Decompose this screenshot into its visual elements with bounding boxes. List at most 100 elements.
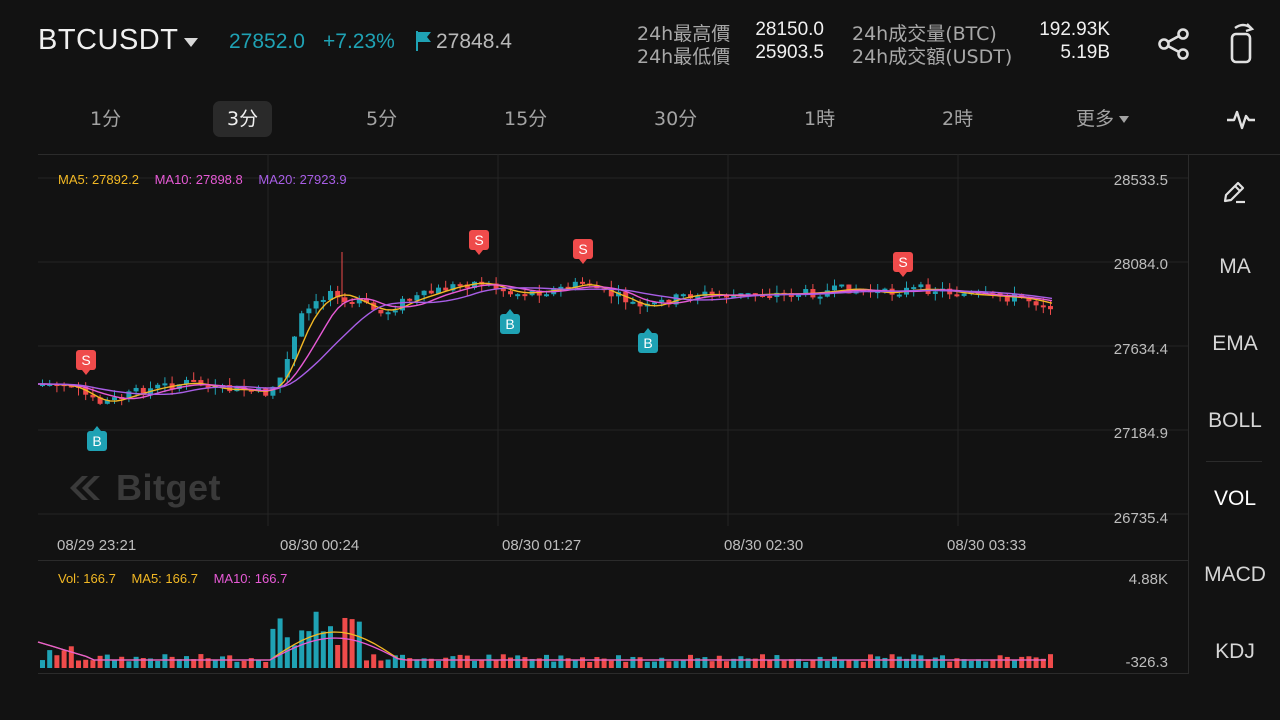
tab-1h[interactable]: 1時 xyxy=(804,108,836,130)
volume-bar xyxy=(572,660,578,668)
tab-5m[interactable]: 5分 xyxy=(366,108,398,130)
price-axis-label: 27184.9 xyxy=(1113,425,1168,442)
indicator-ma[interactable]: MA xyxy=(1219,255,1251,278)
tab-1m[interactable]: 1分 xyxy=(90,108,122,130)
marker-box xyxy=(500,314,520,334)
volume-bar xyxy=(954,658,960,668)
volume-bar xyxy=(817,656,823,668)
volume-bar xyxy=(1048,654,1053,668)
candle xyxy=(443,287,449,291)
volume-bar xyxy=(522,657,528,668)
high-24h-value: 28150.0 xyxy=(755,19,824,40)
marker-label: B xyxy=(505,316,514,332)
tab-2h[interactable]: 2時 xyxy=(942,108,974,130)
sell-marker[interactable]: S xyxy=(893,252,913,277)
volume-bar xyxy=(1040,658,1046,668)
candle xyxy=(450,284,456,291)
marker-label: S xyxy=(474,232,483,248)
marker-pointer xyxy=(475,250,483,255)
marker-pointer xyxy=(82,370,90,375)
mark-price: 27848.4 xyxy=(436,30,512,53)
volume-bar xyxy=(716,655,722,668)
volume-bar xyxy=(140,658,146,668)
volume-bar xyxy=(234,661,240,668)
volume-bar xyxy=(464,655,470,668)
sell-marker[interactable]: S xyxy=(469,230,489,255)
price-axis-label: 28533.5 xyxy=(1113,172,1168,189)
candle xyxy=(817,296,823,299)
pulse-icon[interactable] xyxy=(1226,106,1256,132)
watermark-text: Bitget xyxy=(116,467,221,508)
volume-bar xyxy=(61,650,67,668)
candle xyxy=(126,391,132,399)
timeframe-tabs: 1分 3分 5分 15分 30分 1時 2時 更多 xyxy=(0,98,1280,142)
candle xyxy=(378,309,384,314)
volume-bar xyxy=(990,659,996,668)
buy-marker[interactable]: B xyxy=(638,328,658,353)
share-icon[interactable] xyxy=(1156,26,1192,62)
tab-15m[interactable]: 15分 xyxy=(504,108,548,130)
candle xyxy=(1012,293,1017,302)
bitget-watermark: Bitget xyxy=(66,466,221,510)
volume-bar xyxy=(544,654,549,668)
volume-bar xyxy=(407,658,413,668)
volume-bar xyxy=(601,658,607,668)
volume-bar xyxy=(695,658,701,668)
indicator-macd[interactable]: MACD xyxy=(1204,563,1266,586)
volume-bar xyxy=(256,659,261,668)
volume-bar xyxy=(97,655,103,668)
volume-bar xyxy=(133,656,139,668)
indicator-kdj[interactable]: KDJ xyxy=(1215,640,1255,663)
rotate-screen-icon[interactable] xyxy=(1227,20,1257,64)
volume-bar xyxy=(961,659,967,668)
tab-more[interactable]: 更多 xyxy=(1062,101,1143,137)
volume-bar xyxy=(616,655,621,668)
candle xyxy=(911,287,917,290)
volume-bar xyxy=(119,656,125,668)
indicator-ema[interactable]: EMA xyxy=(1212,332,1258,355)
candle xyxy=(515,294,521,297)
buy-marker[interactable]: B xyxy=(500,309,520,334)
candle xyxy=(565,286,571,289)
candlestick-chart[interactable]: S B S S B B S xyxy=(0,154,1188,674)
sell-marker[interactable]: S xyxy=(573,239,593,264)
candle xyxy=(356,298,362,304)
candle xyxy=(961,293,967,296)
candle xyxy=(637,301,643,307)
tab-3m[interactable]: 3分 xyxy=(213,101,273,137)
volume-bar xyxy=(76,660,81,668)
pencil-icon[interactable] xyxy=(1220,178,1248,206)
chevron-down-icon[interactable] xyxy=(184,38,198,47)
marker-pointer xyxy=(506,309,514,314)
candle xyxy=(508,291,513,295)
buy-marker[interactable]: B xyxy=(87,426,107,451)
volume-bar xyxy=(558,655,564,668)
volume-bar xyxy=(515,655,521,668)
candle xyxy=(896,294,902,297)
tab-30m[interactable]: 30分 xyxy=(654,108,698,130)
volume-bar xyxy=(320,631,326,668)
volume-ma5-line xyxy=(37,631,1046,661)
volume-bar xyxy=(220,656,225,668)
candle xyxy=(702,291,708,297)
indicator-boll[interactable]: BOLL xyxy=(1208,409,1262,432)
candle xyxy=(500,288,506,292)
volume-bar xyxy=(277,618,283,668)
volume-bar xyxy=(853,659,859,668)
indicator-vol[interactable]: VOL xyxy=(1213,487,1257,510)
volume-bar xyxy=(731,658,737,668)
ma5-line xyxy=(37,282,1053,402)
candle xyxy=(608,288,614,297)
volume-bar xyxy=(299,630,305,668)
symbol-title[interactable]: BTCUSDT xyxy=(38,24,179,56)
volume-bar xyxy=(608,660,614,668)
volume-usdt-value: 5.19B xyxy=(1060,42,1110,63)
candle xyxy=(522,294,528,297)
candle xyxy=(335,290,341,298)
sell-marker[interactable]: S xyxy=(76,350,96,375)
volume-bar xyxy=(760,654,765,668)
volume-bar xyxy=(335,644,341,668)
candle xyxy=(234,385,240,392)
candle xyxy=(760,294,765,297)
candle xyxy=(306,308,312,314)
